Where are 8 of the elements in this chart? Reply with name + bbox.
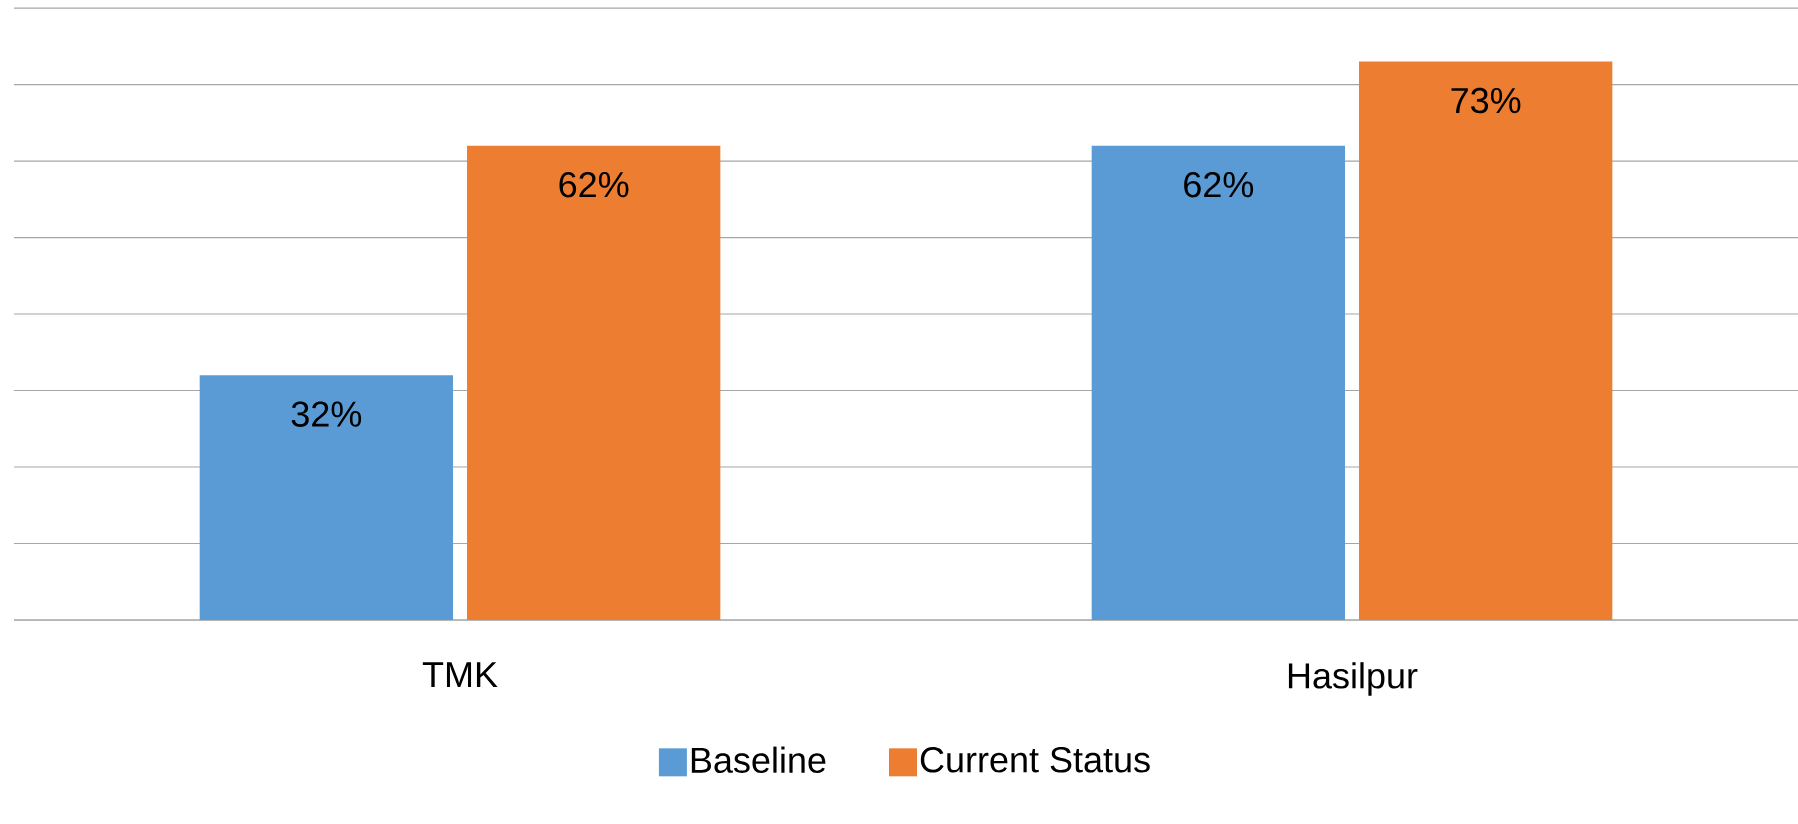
data-label: 32% — [291, 401, 362, 427]
x-tick-label: TMK — [422, 662, 498, 687]
data-label: 62% — [559, 171, 629, 198]
legend-label: Baseline — [691, 746, 826, 774]
x-tick-label: Hasilpur — [1288, 662, 1418, 696]
data-label: 62% — [1184, 171, 1254, 198]
legend-label: Current Status — [920, 747, 1150, 773]
data-label: 73% — [1451, 87, 1521, 114]
